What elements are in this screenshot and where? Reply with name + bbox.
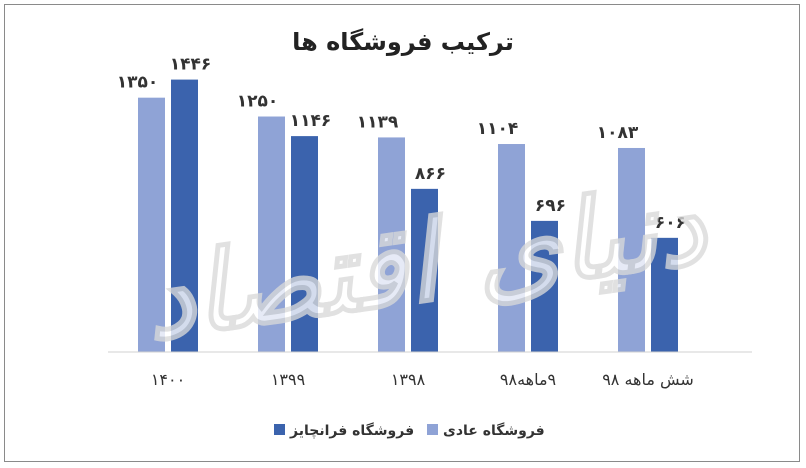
legend-label-regular: فروشگاه عادی (443, 422, 545, 439)
bar-regular-4 (618, 147, 645, 352)
data-label-regular-4: ۱۰۸۳ (597, 123, 639, 143)
x-tick-labels: ۱۴۰۰ ۱۳۹۹ ۱۳۹۸ ۹ماهه۹۸ شش ماهه ۹۸ (151, 370, 694, 390)
bar-franchise-0 (171, 79, 198, 352)
bar-regular-3 (498, 144, 525, 352)
data-label-regular-0: ۱۳۵۰ (117, 73, 159, 93)
data-label-franchise-1: ۱۱۴۶ (290, 111, 332, 131)
x-tick-label-2: ۱۳۹۸ (391, 370, 426, 389)
data-label-franchise-4: ۶۰۶ (655, 213, 686, 233)
data-label-regular-1: ۱۲۵۰ (237, 92, 279, 112)
bar-regular-0 (138, 97, 165, 352)
data-label-regular-2: ۱۱۳۹ (357, 112, 399, 132)
x-tick-label-0: ۱۴۰۰ (151, 370, 185, 389)
legend: فروشگاه فرانچایز فروشگاه عادی (274, 422, 545, 439)
x-tick-label-4: شش ماهه ۹۸ (602, 370, 694, 390)
bar-regular-1 (258, 116, 285, 352)
data-label-franchise-3: ۶۹۶ (535, 196, 566, 216)
chart-title: ترکیب فروشگاه ها (292, 28, 514, 56)
legend-swatch-franchise (274, 424, 285, 435)
bar-regular-2 (378, 137, 405, 352)
legend-swatch-regular (427, 424, 438, 435)
data-label-regular-3: ۱۱۰۴ (477, 119, 519, 139)
legend-label-franchise: فروشگاه فرانچایز (289, 422, 414, 439)
bar-franchise-4 (651, 237, 678, 352)
data-label-franchise-2: ۸۶۶ (415, 164, 446, 184)
x-tick-label-1: ۱۳۹۹ (271, 370, 305, 389)
data-label-franchise-0: ۱۴۴۶ (170, 55, 212, 75)
bar-franchise-1 (291, 136, 318, 352)
bar-franchise-3 (531, 220, 558, 352)
x-tick-label-3: ۹ماهه۹۸ (500, 370, 556, 389)
bar-franchise-2 (411, 188, 438, 352)
bars-group: ۱۳۵۰ ۱۴۴۶ ۱۲۵۰ ۱۱۴۶ ۱۱۳۹ ۸۶۶ ۱۱۰۴ ۶۹۶ ۱۰۸۳ ۶۰۶ (117, 55, 686, 352)
